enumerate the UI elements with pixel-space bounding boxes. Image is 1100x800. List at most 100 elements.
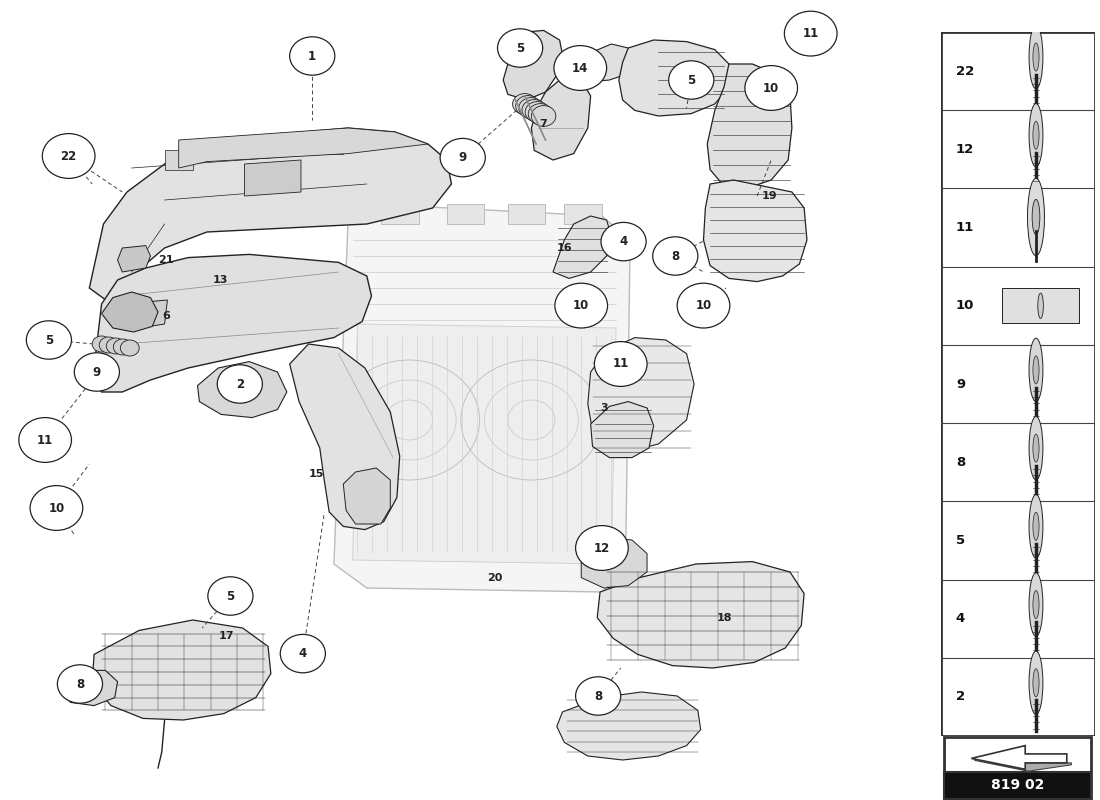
Circle shape	[42, 134, 95, 178]
Circle shape	[26, 321, 72, 359]
Circle shape	[1037, 293, 1044, 318]
Text: 22: 22	[60, 150, 77, 162]
Circle shape	[92, 336, 111, 352]
Text: 14: 14	[572, 62, 588, 74]
Circle shape	[531, 106, 556, 126]
Circle shape	[280, 634, 326, 673]
Text: 11: 11	[803, 27, 818, 40]
Circle shape	[1032, 199, 1040, 234]
Text: 9: 9	[459, 151, 466, 164]
Circle shape	[1030, 417, 1043, 480]
Text: 11: 11	[613, 358, 629, 370]
Polygon shape	[597, 562, 804, 668]
Text: 819 02: 819 02	[991, 778, 1044, 792]
Polygon shape	[707, 64, 792, 188]
Circle shape	[208, 577, 253, 615]
FancyBboxPatch shape	[940, 32, 1094, 736]
Polygon shape	[971, 746, 1067, 770]
Text: 5: 5	[688, 74, 695, 86]
Text: 5: 5	[516, 42, 525, 54]
Circle shape	[1030, 573, 1043, 636]
Text: 8: 8	[76, 678, 84, 690]
Circle shape	[1030, 651, 1043, 714]
Text: 10: 10	[763, 82, 779, 94]
Polygon shape	[289, 344, 399, 530]
Polygon shape	[975, 760, 1071, 771]
Text: 10: 10	[573, 299, 590, 312]
Text: 8: 8	[594, 690, 603, 702]
Polygon shape	[118, 246, 151, 272]
Polygon shape	[315, 134, 343, 154]
Circle shape	[19, 418, 72, 462]
Text: 11: 11	[37, 434, 53, 446]
Text: 9: 9	[92, 366, 101, 378]
Polygon shape	[564, 204, 602, 224]
Circle shape	[745, 66, 798, 110]
Text: 7: 7	[539, 119, 547, 129]
Polygon shape	[508, 204, 546, 224]
Polygon shape	[619, 40, 732, 116]
Text: 10: 10	[695, 299, 712, 312]
Circle shape	[1033, 356, 1039, 384]
Circle shape	[497, 29, 542, 67]
Text: 17: 17	[219, 631, 234, 641]
Polygon shape	[581, 538, 647, 588]
Text: 19: 19	[762, 191, 778, 201]
Text: 20: 20	[487, 573, 503, 582]
Polygon shape	[140, 300, 167, 328]
Polygon shape	[101, 292, 158, 332]
Circle shape	[522, 100, 547, 121]
Circle shape	[513, 94, 537, 114]
Text: 8: 8	[671, 250, 680, 262]
Polygon shape	[95, 254, 372, 392]
FancyBboxPatch shape	[944, 772, 1091, 798]
Circle shape	[1030, 494, 1043, 558]
Polygon shape	[1002, 288, 1079, 323]
Polygon shape	[531, 76, 591, 160]
Circle shape	[218, 365, 263, 403]
Polygon shape	[165, 150, 192, 170]
Circle shape	[1030, 103, 1043, 167]
Circle shape	[1033, 121, 1039, 150]
Circle shape	[107, 338, 125, 354]
Text: 2: 2	[235, 378, 244, 390]
Text: 3: 3	[600, 403, 607, 413]
Polygon shape	[557, 692, 701, 760]
Text: 4: 4	[299, 647, 307, 660]
Circle shape	[289, 37, 334, 75]
Text: 4: 4	[956, 612, 965, 625]
Circle shape	[575, 677, 620, 715]
Polygon shape	[704, 180, 807, 282]
FancyBboxPatch shape	[944, 738, 1091, 798]
Circle shape	[594, 342, 647, 386]
Text: 21: 21	[158, 255, 174, 265]
Polygon shape	[343, 468, 390, 524]
Text: 10: 10	[48, 502, 65, 514]
Circle shape	[601, 222, 646, 261]
Circle shape	[1033, 43, 1039, 71]
Circle shape	[99, 337, 118, 353]
Circle shape	[525, 102, 550, 122]
Circle shape	[669, 61, 714, 99]
Circle shape	[440, 138, 485, 177]
Polygon shape	[62, 670, 118, 706]
Text: 9: 9	[956, 378, 965, 390]
Circle shape	[678, 283, 729, 328]
Polygon shape	[381, 204, 418, 224]
Polygon shape	[198, 362, 287, 418]
Polygon shape	[447, 204, 484, 224]
Text: 11: 11	[956, 221, 975, 234]
Polygon shape	[334, 204, 630, 592]
Circle shape	[57, 665, 102, 703]
Circle shape	[1027, 178, 1045, 256]
Text: 18: 18	[717, 613, 733, 622]
Circle shape	[652, 237, 697, 275]
Polygon shape	[244, 160, 301, 196]
Circle shape	[1033, 590, 1039, 618]
Polygon shape	[178, 128, 428, 168]
Text: 5: 5	[956, 534, 965, 547]
Text: 13: 13	[212, 275, 228, 285]
Circle shape	[1033, 512, 1039, 541]
Text: 1: 1	[308, 50, 317, 62]
Circle shape	[554, 46, 606, 90]
